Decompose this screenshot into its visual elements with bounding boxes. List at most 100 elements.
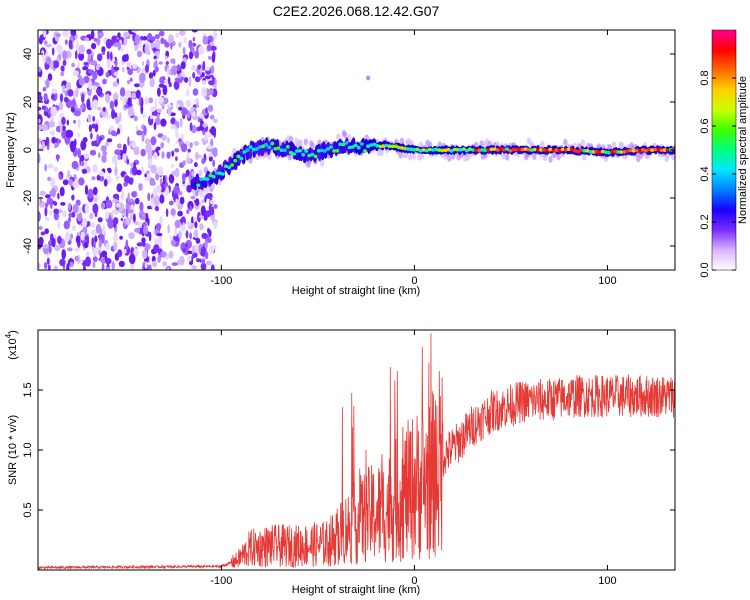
noise-cell — [80, 154, 85, 162]
noise-cell — [95, 223, 102, 234]
noise-cell — [179, 196, 185, 205]
noise-cell — [182, 248, 186, 253]
noise-cell — [38, 95, 43, 103]
noise-cell — [135, 89, 141, 99]
noise-cell — [46, 257, 50, 265]
ridge-peak — [211, 174, 216, 179]
noise-cell — [39, 190, 46, 196]
noise-cell — [41, 140, 46, 150]
noise-cell — [186, 209, 190, 215]
noise-cell — [50, 106, 58, 117]
noise-cell — [75, 40, 79, 51]
noise-cell — [179, 255, 185, 266]
noise-cell — [202, 122, 208, 128]
noise-cell — [105, 93, 111, 104]
noise-cell — [202, 139, 209, 144]
noise-cell — [134, 228, 141, 233]
noise-cell — [78, 177, 85, 186]
noise-cell — [105, 114, 111, 120]
noise-cell — [171, 66, 174, 76]
noise-cell — [101, 250, 108, 258]
noise-cell — [105, 211, 110, 220]
noise-cell — [184, 77, 189, 83]
noise-cell — [40, 231, 46, 236]
noise-cell — [152, 187, 158, 198]
snr-scale-label: (x104) — [4, 330, 19, 360]
spectrogram-y-ticks: -40 -20 0 20 40 — [22, 48, 675, 254]
ridge-peak — [341, 142, 346, 147]
ridge-peak — [227, 165, 232, 170]
noise-cell — [112, 198, 118, 203]
ridge-peak — [421, 148, 426, 152]
noise-cell — [164, 41, 170, 48]
noise-cell — [61, 249, 66, 260]
ridge-peak — [613, 149, 618, 154]
noise-cell — [43, 262, 48, 270]
noise-cell — [91, 140, 96, 147]
ridge-peak — [495, 148, 500, 152]
noise-cell — [194, 50, 199, 59]
ridge-peak — [616, 150, 621, 154]
noise-cell — [209, 114, 215, 120]
noise-cell — [43, 93, 48, 102]
ridge-peak — [270, 141, 275, 146]
y-tick-label: 0.5 — [22, 502, 34, 517]
snr-x-label: Height of straight line (km) — [292, 584, 420, 596]
noise-cell — [193, 141, 200, 146]
noise-cell — [50, 94, 55, 100]
noise-cell — [195, 154, 202, 159]
noise-cell — [100, 145, 107, 152]
noise-cell — [50, 177, 56, 188]
noise-cell — [127, 68, 134, 76]
noise-cell — [148, 158, 153, 167]
noise-cell — [75, 50, 78, 60]
noise-cell — [95, 64, 100, 71]
noise-cell — [59, 258, 66, 267]
ridge-peak — [492, 147, 497, 151]
noise-cell — [56, 44, 63, 53]
noise-cell — [169, 235, 173, 240]
noise-cell — [60, 71, 64, 77]
noise-cell — [197, 64, 202, 70]
ridge-peak — [236, 154, 241, 159]
noise-cell — [144, 243, 151, 251]
noise-cell — [105, 38, 112, 49]
noise-cell — [44, 106, 49, 113]
ridge-peak — [573, 148, 577, 153]
ridge-peak — [594, 150, 599, 154]
colorbar-tick-label: 0.4 — [699, 166, 711, 181]
noise-cell — [191, 171, 195, 177]
noise-cell — [78, 44, 85, 55]
noise-cell — [154, 98, 158, 109]
x-tick-label: 0 — [411, 275, 417, 287]
noise-cell — [66, 119, 70, 126]
ridge-peak — [644, 148, 648, 153]
snr-y-label: SNR (10 * v/v) — [7, 415, 19, 485]
noise-cell — [186, 157, 192, 164]
noise-cell — [133, 213, 136, 223]
noise-cell — [82, 66, 89, 71]
noise-cell — [151, 198, 154, 209]
noise-cell — [204, 75, 211, 80]
noise-cell — [134, 221, 139, 226]
ridge-halo — [303, 138, 309, 146]
noise-cell — [96, 37, 101, 46]
noise-cell — [136, 242, 144, 247]
noise-cell — [175, 32, 180, 38]
noise-cell — [110, 51, 113, 61]
noise-cell — [133, 115, 138, 122]
ridge-peak — [307, 153, 312, 158]
noise-cell — [134, 45, 138, 51]
ridge-peak — [279, 148, 284, 153]
ridge-peak — [585, 148, 590, 153]
noise-cell — [62, 50, 68, 61]
noise-cell — [109, 100, 115, 110]
noise-cell — [192, 37, 196, 42]
noise-cell — [114, 149, 121, 156]
noise-cell — [122, 152, 127, 163]
ridge-halo — [336, 133, 341, 141]
ridge-peak — [647, 147, 652, 152]
noise-cell — [91, 42, 97, 50]
noise-cell — [140, 104, 144, 115]
noise-cell — [165, 61, 169, 65]
